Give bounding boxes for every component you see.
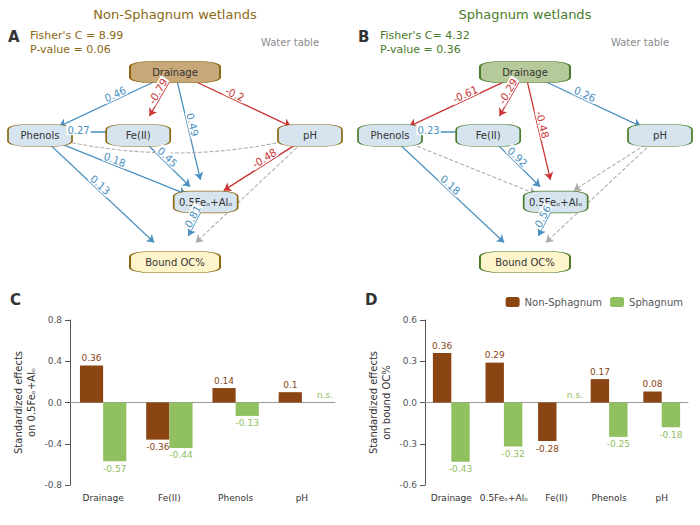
svg-text:0.3: 0.3 bbox=[403, 356, 417, 366]
svg-text:0.08: 0.08 bbox=[642, 379, 662, 389]
svg-text:Drainage: Drainage bbox=[431, 493, 473, 503]
svg-text:Non-Sphagnum wetlands: Non-Sphagnum wetlands bbox=[93, 7, 257, 22]
svg-text:P-value = 0.06: P-value = 0.06 bbox=[30, 43, 111, 56]
svg-text:Fisher's C = 8.99: Fisher's C = 8.99 bbox=[30, 29, 123, 42]
svg-text:-0.43: -0.43 bbox=[449, 464, 472, 474]
svg-text:0.26: 0.26 bbox=[572, 83, 597, 104]
svg-text:on 0.5Feₒ+Alₒ: on 0.5Feₒ+Alₒ bbox=[26, 368, 37, 437]
svg-text:n.s.: n.s. bbox=[567, 390, 583, 400]
svg-text:Phenols: Phenols bbox=[218, 493, 253, 503]
svg-text:0.18: 0.18 bbox=[102, 149, 127, 169]
svg-text:0.4: 0.4 bbox=[48, 356, 63, 366]
svg-text:Fe(II): Fe(II) bbox=[545, 493, 568, 503]
svg-text:Standardized effects: Standardized effects bbox=[368, 351, 379, 454]
svg-text:0.49: 0.49 bbox=[184, 111, 201, 138]
svg-text:-0.3: -0.3 bbox=[399, 439, 417, 449]
svg-text:-0.18: -0.18 bbox=[659, 430, 683, 440]
svg-text:0.27: 0.27 bbox=[67, 123, 89, 135]
svg-text:n.s.: n.s. bbox=[317, 390, 333, 400]
svg-text:Water table: Water table bbox=[261, 37, 319, 48]
svg-text:0.18: 0.18 bbox=[438, 172, 462, 197]
svg-text:0.36: 0.36 bbox=[82, 353, 102, 363]
svg-text:Fe(II): Fe(II) bbox=[126, 130, 151, 141]
svg-text:C: C bbox=[10, 291, 21, 309]
svg-text:pH: pH bbox=[655, 493, 667, 503]
svg-text:on bound OC%: on bound OC% bbox=[381, 365, 392, 440]
svg-text:0.5Feₒ+Alₒ: 0.5Feₒ+Alₒ bbox=[179, 197, 233, 208]
svg-text:P-value = 0.36: P-value = 0.36 bbox=[380, 43, 461, 56]
svg-text:B: B bbox=[358, 28, 369, 46]
svg-text:0.5Feₒ+Alₒ: 0.5Feₒ+Alₒ bbox=[480, 493, 528, 503]
svg-text:0.6: 0.6 bbox=[403, 315, 418, 325]
svg-text:-0.4: -0.4 bbox=[44, 439, 62, 449]
svg-text:Standardized effects: Standardized effects bbox=[13, 351, 24, 454]
svg-text:-0.36: -0.36 bbox=[146, 442, 170, 452]
svg-text:0.17: 0.17 bbox=[590, 367, 610, 377]
svg-text:0.13: 0.13 bbox=[88, 172, 112, 197]
svg-text:-0.61: -0.61 bbox=[451, 83, 479, 106]
svg-text:0.5Feₒ+Alₒ: 0.5Feₒ+Alₒ bbox=[529, 197, 583, 208]
svg-text:0.1: 0.1 bbox=[283, 380, 297, 390]
svg-text:-0.48: -0.48 bbox=[534, 109, 552, 139]
svg-text:-0.48: -0.48 bbox=[250, 146, 278, 171]
svg-text:-0.8: -0.8 bbox=[44, 480, 62, 490]
svg-text:0.0: 0.0 bbox=[403, 398, 418, 408]
svg-text:0.56: 0.56 bbox=[532, 203, 553, 230]
svg-text:Drainage: Drainage bbox=[83, 493, 125, 503]
svg-text:0.45: 0.45 bbox=[156, 144, 180, 170]
svg-text:Fisher's C= 4.32: Fisher's C= 4.32 bbox=[380, 29, 470, 42]
svg-text:pH: pH bbox=[303, 130, 317, 141]
svg-text:D: D bbox=[365, 291, 377, 309]
svg-text:pH: pH bbox=[296, 493, 308, 503]
svg-text:Fe(II): Fe(II) bbox=[158, 493, 181, 503]
svg-text:0.29: 0.29 bbox=[485, 350, 505, 360]
svg-text:0.36: 0.36 bbox=[432, 341, 452, 351]
svg-text:pH: pH bbox=[653, 130, 667, 141]
svg-text:Non-Sphagnum: Non-Sphagnum bbox=[525, 297, 602, 308]
svg-text:Drainage: Drainage bbox=[152, 66, 198, 78]
svg-text:Sphagnum wetlands: Sphagnum wetlands bbox=[459, 7, 592, 22]
svg-text:Drainage: Drainage bbox=[502, 66, 548, 78]
svg-text:Phenols: Phenols bbox=[21, 130, 60, 141]
svg-text:0.92: 0.92 bbox=[506, 144, 530, 170]
svg-text:A: A bbox=[8, 28, 20, 46]
svg-text:0.8: 0.8 bbox=[48, 315, 63, 325]
svg-text:0.46: 0.46 bbox=[103, 83, 128, 104]
svg-text:-0.79: -0.79 bbox=[146, 76, 170, 106]
svg-text:-0.25: -0.25 bbox=[607, 439, 630, 449]
svg-text:Phenols: Phenols bbox=[592, 493, 627, 503]
svg-text:0.14: 0.14 bbox=[214, 376, 234, 386]
svg-text:Bound OC%: Bound OC% bbox=[145, 257, 205, 268]
svg-text:-0.2: -0.2 bbox=[224, 84, 246, 104]
svg-text:-0.57: -0.57 bbox=[103, 464, 126, 474]
svg-text:Phenols: Phenols bbox=[371, 130, 410, 141]
svg-text:Bound OC%: Bound OC% bbox=[495, 257, 555, 268]
svg-text:-0.44: -0.44 bbox=[169, 450, 193, 460]
svg-text:0.81: 0.81 bbox=[182, 203, 203, 230]
svg-text:-0.32: -0.32 bbox=[501, 449, 524, 459]
svg-text:-0.29: -0.29 bbox=[496, 76, 520, 106]
svg-text:0.0: 0.0 bbox=[48, 398, 63, 408]
svg-text:-0.6: -0.6 bbox=[399, 480, 417, 490]
svg-text:0.23: 0.23 bbox=[417, 123, 439, 135]
svg-text:Fe(II): Fe(II) bbox=[476, 130, 501, 141]
svg-text:Water table: Water table bbox=[611, 37, 669, 48]
svg-text:-0.28: -0.28 bbox=[536, 444, 560, 454]
svg-text:-0.13: -0.13 bbox=[236, 418, 259, 428]
svg-text:Sphagnum: Sphagnum bbox=[629, 297, 683, 308]
